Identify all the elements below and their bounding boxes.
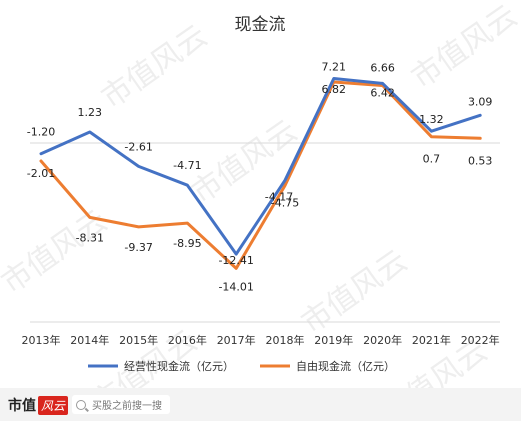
x-tick-label: 2019年 xyxy=(314,333,353,347)
x-tick-label: 2014年 xyxy=(70,333,109,347)
data-label: 1.32 xyxy=(419,113,444,126)
data-label: -2.61 xyxy=(124,140,152,153)
x-tick-label: 2016年 xyxy=(168,333,207,347)
search-icon xyxy=(76,399,86,410)
data-label: 6.42 xyxy=(370,87,395,100)
watermark-text: 市值风云 xyxy=(95,18,213,115)
data-label: -4.75 xyxy=(271,197,299,210)
data-label: -4.17 xyxy=(265,190,293,203)
x-tick-label: 2020年 xyxy=(363,333,402,347)
legend-label: 经营性现金流（亿元） xyxy=(124,359,234,373)
brand-logo: 市值 风云 xyxy=(8,395,69,415)
legend: 经营性现金流（亿元） 自由现金流（亿元） xyxy=(88,359,395,373)
brand-text: 市值 xyxy=(8,398,36,414)
footer-bar: 市值 风云 买股之前搜一搜 xyxy=(0,388,521,421)
data-label: 0.53 xyxy=(468,154,493,167)
x-tick-labels: 2013年 2014年 2015年 2016年 2017年 2018年 2019年 2020年… xyxy=(22,333,500,347)
data-label: -8.31 xyxy=(76,231,104,244)
x-tick-label: 2022年 xyxy=(461,333,500,347)
data-label: -4.71 xyxy=(173,159,201,172)
watermark-text: 市值风云 xyxy=(405,0,521,96)
search-text: 买股之前搜一搜 xyxy=(92,401,162,412)
brand-chip: 风云 xyxy=(38,395,69,415)
x-tick-label: 2015年 xyxy=(119,333,158,347)
x-tick-label: 2013年 xyxy=(22,333,61,347)
data-label: -8.95 xyxy=(173,237,201,250)
data-label: 7.21 xyxy=(322,60,347,73)
data-label: -2.01 xyxy=(27,167,55,180)
data-label: -12.41 xyxy=(218,254,253,267)
x-tick-label: 2017年 xyxy=(217,333,256,347)
data-label: 6.66 xyxy=(370,61,395,74)
legend-label: 自由现金流（亿元） xyxy=(296,359,395,373)
x-tick-label: 2021年 xyxy=(412,333,451,347)
chart-title: 现金流 xyxy=(235,15,286,35)
series-line-1 xyxy=(39,80,482,270)
data-label: 3.09 xyxy=(468,95,493,108)
data-labels: -1.20 1.23 -2.61 -4.71 -12.41 -4.17 7.21 6.66 1.… xyxy=(27,60,493,293)
data-label: -1.20 xyxy=(27,126,55,139)
data-label: -9.37 xyxy=(124,241,152,254)
data-label: -14.01 xyxy=(218,280,253,293)
series-layer xyxy=(39,77,482,270)
data-label: 6.82 xyxy=(322,83,347,96)
data-label: 1.23 xyxy=(78,106,103,119)
search-box[interactable]: 买股之前搜一搜 xyxy=(72,395,170,414)
data-label: 0.7 xyxy=(423,153,441,166)
series-line-0 xyxy=(39,77,482,256)
watermark-text: 市值风云 xyxy=(295,243,413,340)
x-tick-label: 2018年 xyxy=(266,333,305,347)
